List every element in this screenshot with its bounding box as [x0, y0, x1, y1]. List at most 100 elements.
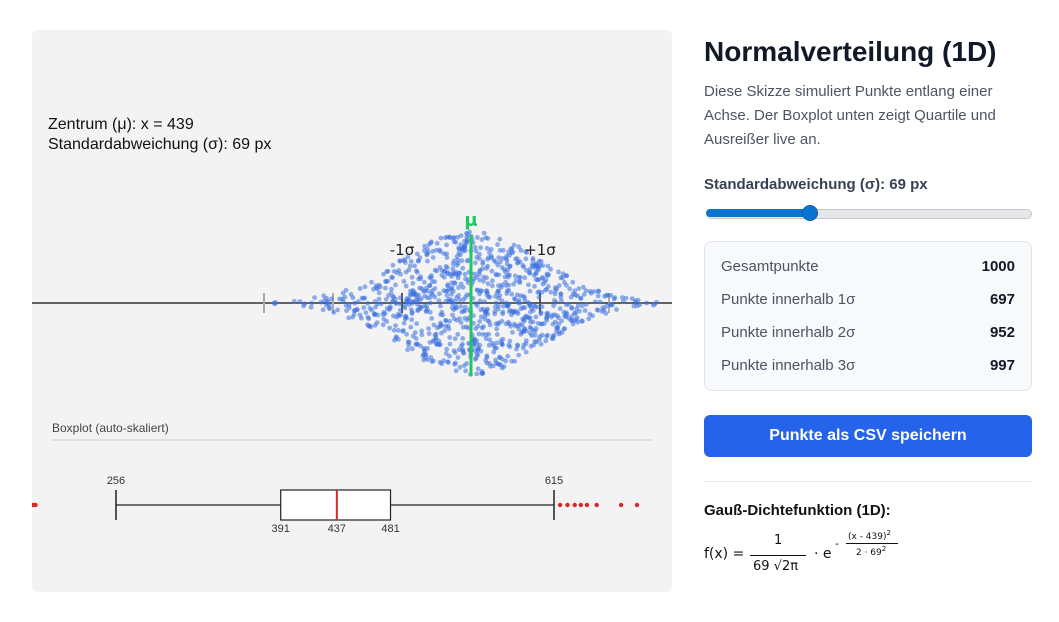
outlier-point: [578, 502, 584, 508]
data-point: [539, 276, 545, 281]
data-point: [538, 341, 544, 347]
data-point: [432, 279, 438, 285]
data-point: [544, 273, 550, 279]
formula-exp-bar: [846, 543, 898, 544]
data-point: [582, 308, 588, 313]
data-point: [448, 272, 453, 277]
data-point: [442, 235, 448, 241]
data-point: [474, 351, 480, 357]
data-point: [359, 295, 365, 301]
data-point: [522, 318, 527, 324]
data-point: [438, 303, 443, 309]
data-point: [496, 255, 502, 260]
data-point: [343, 287, 349, 293]
whisker-low-label: 256: [107, 475, 125, 487]
data-point: [494, 345, 499, 351]
data-point: [419, 328, 425, 334]
slider-fill: [706, 209, 811, 217]
data-point: [581, 292, 587, 297]
data-point: [597, 299, 603, 305]
formula-numerator: 1: [774, 533, 783, 548]
outlier-point: [634, 502, 640, 508]
data-point: [484, 245, 490, 251]
data-point: [543, 277, 549, 283]
data-point: [544, 315, 549, 321]
plus-sigma-label: +1σ: [524, 241, 556, 259]
data-point: [461, 350, 467, 356]
data-point: [595, 289, 601, 294]
data-point: [637, 302, 643, 308]
data-point: [499, 356, 505, 362]
data-point: [443, 264, 449, 269]
data-point: [523, 338, 529, 343]
data-point: [408, 307, 414, 312]
data-point: [511, 310, 517, 315]
outlier-point: [618, 502, 624, 508]
formula-times-e: · e: [814, 546, 832, 562]
slider-thumb[interactable]: [802, 205, 819, 221]
simulation-canvas[interactable]: μ -1σ +1σ Boxplot (auto-skaliert) 256 615…: [32, 30, 672, 592]
data-point: [531, 342, 536, 348]
data-point: [529, 306, 534, 311]
data-point: [562, 326, 568, 332]
data-point: [465, 280, 471, 285]
data-point: [390, 299, 396, 304]
data-point: [505, 303, 510, 309]
data-point: [533, 314, 539, 320]
data-point: [412, 330, 418, 335]
data-point: [560, 275, 565, 281]
data-point: [403, 283, 409, 289]
data-point: [605, 292, 611, 298]
data-point: [376, 296, 382, 302]
outlier-point: [565, 502, 570, 508]
data-point: [446, 360, 451, 365]
data-point: [397, 301, 403, 307]
data-point: [450, 312, 455, 318]
data-point: [599, 309, 605, 314]
data-point: [475, 366, 481, 372]
data-point: [501, 303, 506, 309]
stat-label: Punkte innerhalb 3σ: [721, 357, 856, 374]
data-point: [415, 307, 421, 313]
data-point: [444, 242, 449, 248]
data-point: [437, 247, 442, 253]
data-point: [387, 325, 393, 331]
page-title: Normalverteilung (1D): [704, 36, 997, 67]
data-point: [493, 294, 498, 299]
stat-value: 697: [989, 291, 1015, 308]
data-point: [583, 302, 589, 307]
data-point: [487, 361, 492, 366]
data-point: [329, 296, 334, 302]
data-point: [404, 331, 409, 337]
data-point: [484, 265, 489, 271]
data-point: [415, 251, 420, 257]
data-point: [438, 235, 444, 241]
data-point: [403, 260, 408, 265]
data-point: [508, 323, 514, 329]
data-point: [500, 336, 506, 342]
data-point: [432, 267, 438, 273]
data-point: [545, 263, 551, 269]
data-point: [378, 301, 384, 307]
data-point: [553, 288, 558, 294]
data-point: [480, 266, 485, 272]
data-point: [410, 288, 416, 293]
data-point: [410, 280, 416, 286]
data-point: [530, 327, 536, 333]
data-point: [447, 341, 453, 347]
sigma-slider[interactable]: [704, 203, 1032, 223]
stat-label: Punkte innerhalb 1σ: [721, 291, 856, 308]
data-point: [520, 262, 526, 268]
data-point: [273, 300, 279, 306]
save-csv-button[interactable]: Punkte als CSV speichern: [704, 415, 1032, 457]
data-point: [559, 318, 564, 324]
data-point: [463, 276, 468, 282]
outlier-point: [33, 502, 38, 508]
data-point: [431, 358, 436, 364]
data-point: [415, 341, 420, 347]
data-point: [383, 297, 389, 302]
data-point: [567, 286, 573, 292]
data-point: [401, 278, 407, 284]
data-point: [538, 311, 544, 317]
data-point: [441, 251, 447, 256]
